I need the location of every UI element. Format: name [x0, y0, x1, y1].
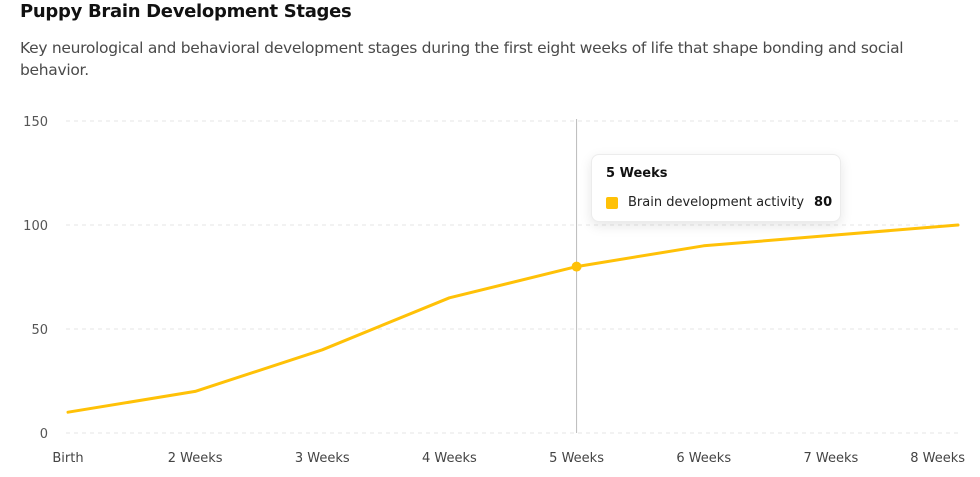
x-tick-label: 8 Weeks — [910, 451, 965, 466]
x-tick-label: 3 Weeks — [295, 451, 350, 466]
y-tick-label: 0 — [40, 427, 48, 442]
active-data-point[interactable] — [571, 261, 582, 272]
chart-title: Puppy Brain Development Stages — [20, 1, 352, 22]
tooltip-row: Brain development activity 80 — [606, 195, 832, 210]
y-tick-label: 150 — [23, 115, 48, 130]
tooltip-series-label: Brain development activity — [628, 195, 805, 210]
x-tick-label: 7 Weeks — [803, 451, 858, 466]
x-tick-label: 4 Weeks — [422, 451, 477, 466]
y-axis: 0 50 100 150 — [23, 115, 48, 442]
grid-lines — [66, 120, 960, 434]
x-axis: Birth 2 Weeks 3 Weeks 4 Weeks 5 Weeks 6 Weeks… — [52, 451, 965, 466]
tooltip: 5 Weeks Brain development activity 80 — [591, 154, 841, 222]
x-tick-label: 6 Weeks — [676, 451, 731, 466]
y-tick-label: 50 — [31, 323, 48, 338]
tooltip-title: 5 Weeks — [606, 166, 668, 181]
x-tick-label: 5 Weeks — [549, 451, 604, 466]
x-tick-label: 2 Weeks — [168, 451, 223, 466]
tooltip-value: 80 — [814, 195, 833, 210]
series-line-brain-development[interactable] — [66, 223, 960, 414]
series-color-swatch-icon — [606, 196, 618, 209]
x-tick-label: Birth — [52, 451, 83, 466]
chart-subtitle: Key neurological and behavioral developm… — [20, 39, 904, 79]
y-tick-label: 100 — [23, 219, 48, 234]
